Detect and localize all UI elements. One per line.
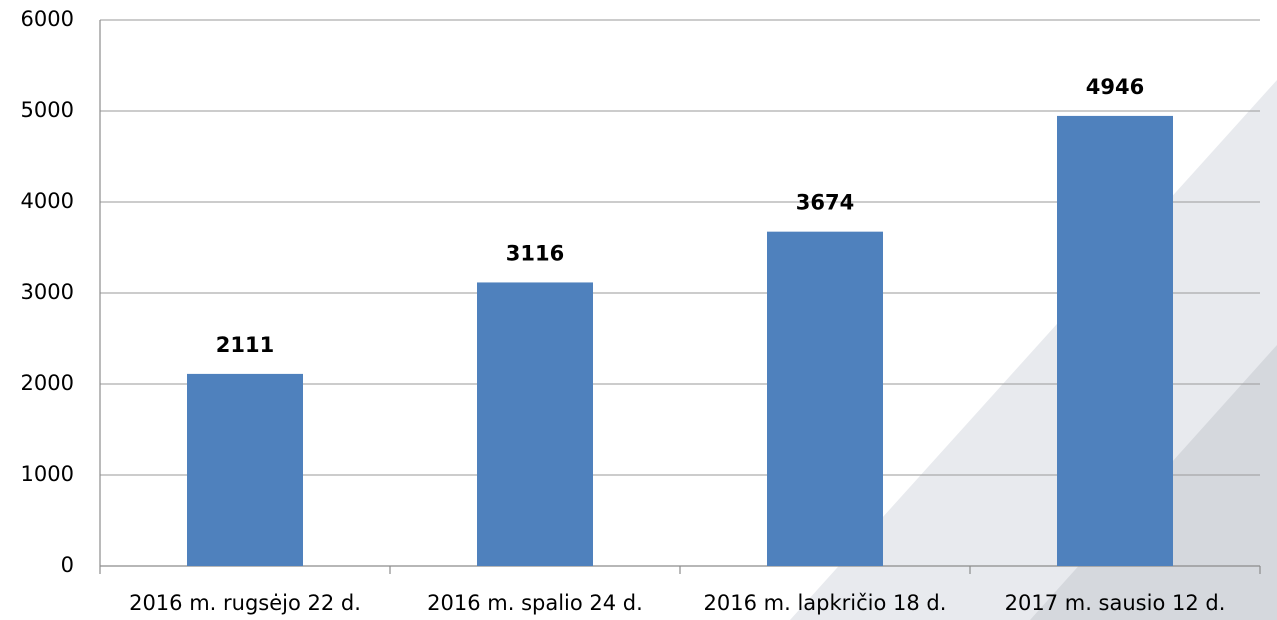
- y-tick-label: 6000: [21, 7, 74, 31]
- data-label: 3116: [506, 241, 564, 265]
- y-tick-label: 4000: [21, 189, 74, 213]
- y-tick-label: 0: [61, 553, 74, 577]
- x-tick-label: 2016 m. rugsėjo 22 d.: [129, 591, 361, 615]
- y-tick-label: 1000: [21, 462, 74, 486]
- x-tick-label: 2017 m. sausio 12 d.: [1005, 591, 1226, 615]
- y-tick-label: 2000: [21, 371, 74, 395]
- data-label: 4946: [1086, 75, 1144, 99]
- y-tick-label: 5000: [21, 98, 74, 122]
- data-label: 3674: [796, 191, 854, 215]
- y-tick-label: 3000: [21, 280, 74, 304]
- bar: [1057, 115, 1173, 566]
- bar: [477, 282, 593, 566]
- bar: [767, 231, 883, 566]
- x-tick-label: 2016 m. lapkričio 18 d.: [704, 591, 947, 615]
- data-label: 2111: [216, 333, 274, 357]
- x-tick-label: 2016 m. spalio 24 d.: [427, 591, 643, 615]
- bar: [187, 373, 303, 566]
